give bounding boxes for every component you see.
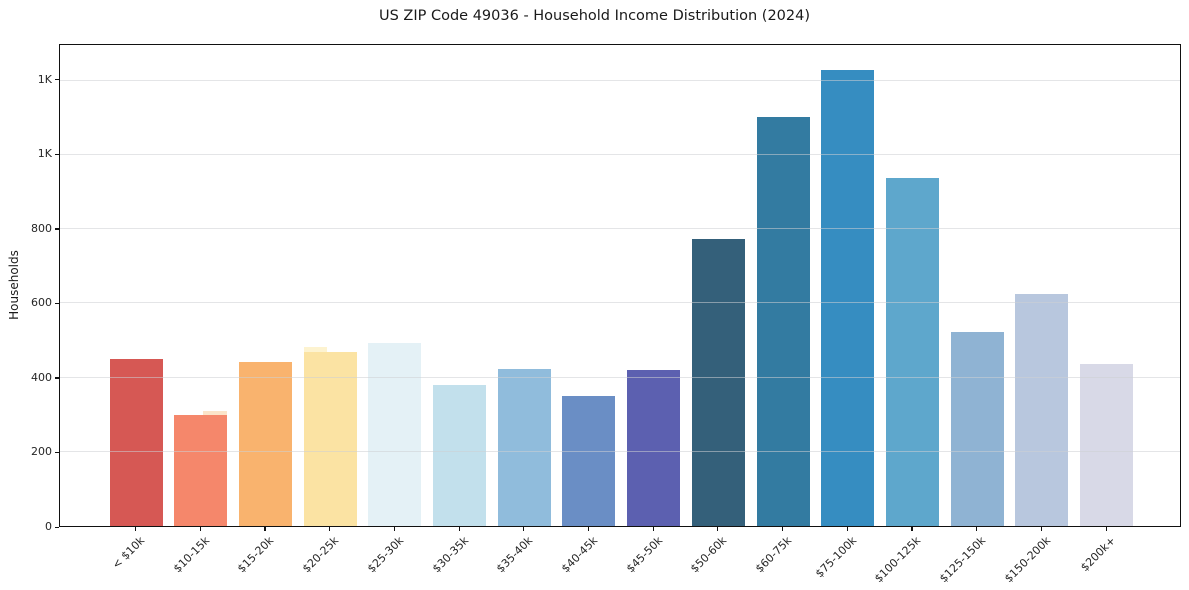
bar-$40-45k — [562, 395, 616, 526]
bar-$200k+ — [1080, 363, 1133, 526]
x-tick-mark — [1105, 527, 1107, 531]
x-tick-label-$75-100k: $75-100k — [812, 534, 859, 581]
bar-$45-50k — [627, 370, 681, 526]
x-tick-label-$50-60k: $50-60k — [688, 534, 730, 576]
bar-$150-200k — [1015, 294, 1069, 526]
bar-$10-15k — [174, 415, 228, 526]
x-tick-mark — [523, 527, 525, 531]
x-tick-label-$30-35k: $30-35k — [429, 534, 471, 576]
y-tick-label-800: 800 — [31, 221, 52, 235]
x-tick-mark — [911, 527, 913, 531]
bar-slot-8 — [562, 45, 616, 526]
x-tick-label-$200k+: $200k+ — [1077, 534, 1118, 575]
y-tick-label-600: 600 — [31, 296, 52, 310]
x-tick-label-$150-200k: $150-200k — [1001, 534, 1053, 586]
bar-$20-25k — [303, 351, 357, 526]
bar-slot-3 — [238, 45, 292, 526]
gridline-800 — [60, 228, 1180, 230]
gridline-600 — [60, 302, 1180, 304]
y-tick-label-200: 200 — [31, 445, 52, 459]
gridline-1000 — [60, 153, 1180, 155]
x-tick-mark — [393, 527, 395, 531]
x-tick-label-$35-40k: $35-40k — [494, 534, 536, 576]
y-tick-label-400: 400 — [31, 370, 52, 384]
y-tick-mark — [55, 526, 59, 528]
bar-slot-6 — [433, 45, 486, 526]
gridline-400 — [60, 376, 1180, 378]
chart-title: US ZIP Code 49036 - Household Income Dis… — [378, 8, 811, 24]
bar-slot-9 — [627, 45, 681, 526]
gridline-200 — [60, 450, 1180, 452]
x-tick-mark — [652, 527, 654, 531]
bar-slot-15 — [1015, 45, 1069, 526]
x-tick-mark — [135, 527, 137, 531]
bar-$125-150k — [950, 332, 1004, 526]
x-tick-label-$40-45k: $40-45k — [558, 534, 601, 576]
x-tick-label-$15-20k: $15-20k — [235, 534, 277, 576]
bar-slot-12 — [821, 45, 875, 526]
bar-$60-75k — [756, 116, 810, 526]
bar-slot-16 — [1080, 45, 1133, 526]
x-tick-label-$125-150k: $125-150k — [937, 534, 989, 586]
y-tick-mark — [55, 79, 59, 81]
x-tick-mark — [782, 527, 784, 531]
bar-slot-7 — [497, 45, 551, 526]
y-tick-mark — [55, 451, 59, 454]
x-tick-label-$10-15k: $10-15k — [170, 534, 212, 576]
x-tick-mark — [717, 527, 719, 531]
bar-slot-5 — [368, 45, 422, 526]
bar-$15-20k — [238, 361, 292, 526]
y-tick-label-1000: 1K — [37, 147, 52, 161]
y-axis-label: Households — [7, 250, 21, 320]
x-tick-mark — [587, 527, 590, 531]
bar-$75-100k — [821, 69, 875, 526]
y-tick-label-0: 0 — [45, 520, 52, 533]
y-tick-mark — [55, 228, 59, 230]
plot-area — [59, 44, 1181, 527]
bar-slot-1 — [109, 45, 163, 526]
bar-$25-30k — [368, 343, 422, 526]
bar-slot-4 — [303, 45, 357, 526]
bar-$30-35k — [433, 384, 486, 526]
x-tick-label-$100-125k: $100-125k — [872, 534, 924, 586]
x-tick-mark — [1040, 527, 1042, 531]
bar-$100-125k — [885, 178, 939, 526]
x-tick-label-$20-25k: $20-25k — [300, 534, 342, 576]
bar-$35-40k — [497, 369, 551, 526]
x-tick-mark — [846, 527, 848, 531]
x-tick-mark — [976, 527, 978, 531]
x-tick-mark — [458, 527, 460, 531]
y-tick-mark — [55, 377, 59, 379]
bar-slot-10 — [691, 45, 745, 526]
x-tick-label-$25-30k: $25-30k — [364, 534, 406, 576]
x-tick-mark — [264, 527, 266, 531]
y-tick-mark — [55, 302, 59, 305]
x-tick-mark — [199, 527, 201, 531]
x-tick-label-$60-75k: $60-75k — [752, 534, 795, 576]
bar-slot-14 — [950, 45, 1004, 526]
bar-< $10k — [109, 359, 163, 526]
gridline-1200 — [60, 79, 1180, 81]
bar-$50-60k — [691, 238, 745, 526]
x-tick-mark — [329, 527, 331, 531]
y-tick-label-1200: 1K — [37, 72, 52, 86]
y-tick-mark — [55, 153, 59, 155]
bar-slot-13 — [885, 45, 939, 526]
bar-slot-11 — [756, 45, 810, 526]
x-tick-label-$45-50k: $45-50k — [623, 534, 665, 576]
bar-slot-2 — [174, 45, 228, 526]
x-tick-label-< $10k: < $10k — [109, 534, 148, 572]
